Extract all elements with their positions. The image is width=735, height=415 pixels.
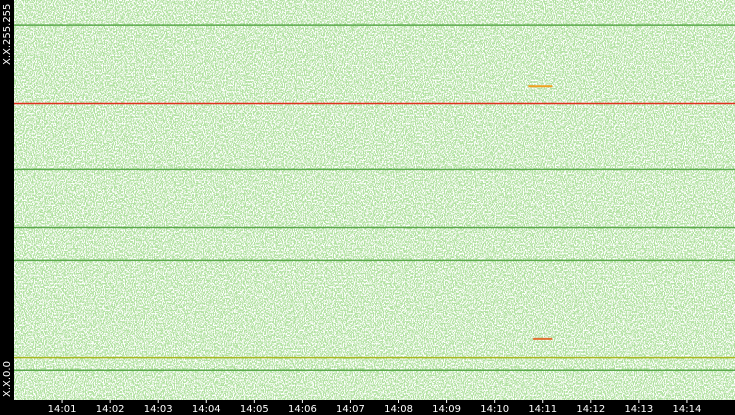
x-tick-label: 14:05 <box>240 404 269 415</box>
x-tick-label: 14:09 <box>432 404 461 415</box>
x-tick-label: 14:13 <box>624 404 653 415</box>
x-tick-label: 14:12 <box>576 404 605 415</box>
x-tick-label: 14:10 <box>480 404 509 415</box>
x-tick-label: 14:14 <box>673 404 702 415</box>
y-tick-label: X.X.0.0 <box>2 361 13 397</box>
x-tick-label: 14:01 <box>48 404 77 415</box>
x-tick-label: 14:07 <box>336 404 365 415</box>
x-tick-label: 14:02 <box>96 404 125 415</box>
x-tick-label: 14:06 <box>288 404 317 415</box>
x-tick-label: 14:04 <box>192 404 221 415</box>
traffic-texture <box>14 0 735 400</box>
y-tick-label: X.X.255.255 <box>2 4 13 65</box>
x-tick-label: 14:11 <box>528 404 557 415</box>
x-tick-label: 14:03 <box>144 404 173 415</box>
x-tick-label: 14:08 <box>384 404 413 415</box>
